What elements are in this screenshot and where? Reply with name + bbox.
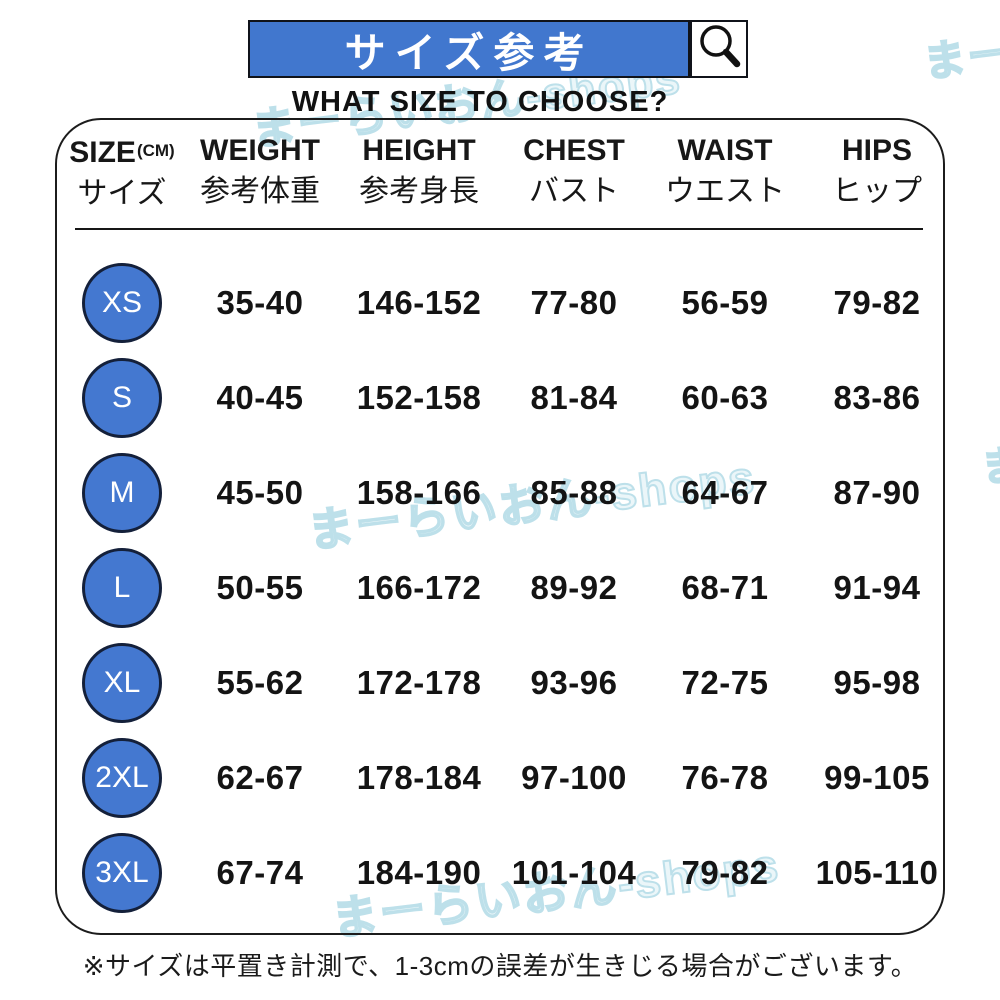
size-circle: S xyxy=(82,357,162,438)
column-header-chest: CHEST バスト xyxy=(505,134,643,212)
weight-value: 67-74 xyxy=(216,853,304,891)
size-label: M xyxy=(109,475,135,509)
hips-value: 79-82 xyxy=(833,283,921,321)
height-value: 172-178 xyxy=(356,663,482,701)
size-label: L xyxy=(113,570,131,604)
column-ja: 参考身長 xyxy=(359,175,479,208)
weight-value: 35-40 xyxy=(216,283,304,321)
size-label: S xyxy=(111,380,132,414)
hips-value: 105-110 xyxy=(815,853,939,891)
column-en: WEIGHT xyxy=(200,134,320,167)
waist-value: 79-82 xyxy=(681,853,769,891)
column-header-hips: HIPS ヒップ xyxy=(807,134,947,212)
waist-value: 60-63 xyxy=(681,378,769,416)
height-value: 158-166 xyxy=(356,473,482,511)
table-row-xl: XL 55-62 172-178 93-96 72-75 95-98 xyxy=(57,635,943,730)
size-badge: L xyxy=(57,547,187,628)
watermark: まーらいおん-shops xyxy=(978,398,1000,492)
table-header: SIZE(CM) サイズ WEIGHT 参考体重 HEIGHT 参考身長 CHE… xyxy=(57,120,943,212)
size-label: XS xyxy=(101,285,143,319)
size-badge: S xyxy=(57,357,187,438)
size-circle: 3XL xyxy=(82,832,162,913)
size-circle: L xyxy=(82,547,162,628)
table-row-s: S 40-45 152-158 81-84 60-63 83-86 xyxy=(57,350,943,445)
column-en: WAIST xyxy=(677,134,773,167)
chest-value: 93-96 xyxy=(530,663,618,701)
chest-value: 81-84 xyxy=(530,378,618,416)
watermark: まーらいおん-shops xyxy=(920,0,1000,87)
weight-value: 50-55 xyxy=(216,568,304,606)
chest-value: 89-92 xyxy=(530,568,618,606)
height-value: 166-172 xyxy=(356,568,482,606)
column-ja: ウエスト xyxy=(665,175,785,208)
chest-value: 85-88 xyxy=(530,473,618,511)
size-badge: 2XL xyxy=(57,737,187,818)
hips-value: 83-86 xyxy=(833,378,921,416)
waist-value: 72-75 xyxy=(681,663,769,701)
table-row-xs: XS 35-40 146-152 77-80 56-59 79-82 xyxy=(57,255,943,350)
table-row-m: M 45-50 158-166 85-88 64-67 87-90 xyxy=(57,445,943,540)
hips-value: 91-94 xyxy=(833,568,921,606)
waist-value: 76-78 xyxy=(681,758,769,796)
size-badge: XL xyxy=(57,642,187,723)
size-circle: M xyxy=(82,452,162,533)
size-circle: XS xyxy=(82,262,162,343)
height-value: 184-190 xyxy=(356,853,482,891)
column-header-waist: WAIST ウエスト xyxy=(643,134,807,212)
weight-value: 55-62 xyxy=(216,663,304,701)
weight-value: 62-67 xyxy=(216,758,304,796)
size-badge: 3XL xyxy=(57,832,187,913)
size-table: SIZE(CM) サイズ WEIGHT 参考体重 HEIGHT 参考身長 CHE… xyxy=(55,118,945,935)
subtitle: WHAT SIZE TO CHOOSE? xyxy=(291,86,669,118)
table-row-3xl: 3XL 67-74 184-190 101-104 79-82 105-110 xyxy=(57,825,943,920)
size-label: 3XL xyxy=(95,855,149,889)
hips-value: 99-105 xyxy=(824,758,930,796)
column-ja: 参考体重 xyxy=(200,175,320,208)
column-header-height: HEIGHT 参考身長 xyxy=(333,134,505,212)
magnifier-box xyxy=(690,20,748,78)
column-header-size: SIZE(CM) サイズ xyxy=(57,134,187,212)
column-ja: ヒップ xyxy=(832,175,922,208)
size-badge: M xyxy=(57,452,187,533)
weight-value: 45-50 xyxy=(216,473,304,511)
chest-value: 77-80 xyxy=(530,283,618,321)
height-value: 178-184 xyxy=(356,758,482,796)
column-en: HEIGHT xyxy=(362,134,476,167)
header-divider xyxy=(75,228,923,230)
size-circle: XL xyxy=(82,642,162,723)
size-badge: XS xyxy=(57,262,187,343)
column-unit: (CM) xyxy=(136,141,175,160)
height-value: 152-158 xyxy=(356,378,482,416)
size-label: XL xyxy=(103,665,141,699)
table-row-l: L 50-55 166-172 89-92 68-71 91-94 xyxy=(57,540,943,635)
table-body: XS 35-40 146-152 77-80 56-59 79-82 S 40-… xyxy=(57,255,943,920)
waist-value: 64-67 xyxy=(681,473,769,511)
hips-value: 87-90 xyxy=(833,473,921,511)
chest-value: 101-104 xyxy=(511,853,637,891)
column-en: CHEST xyxy=(523,134,625,167)
size-label: 2XL xyxy=(95,760,149,794)
page-title: サイズ参考 xyxy=(344,30,594,76)
hips-value: 95-98 xyxy=(833,663,921,701)
weight-value: 40-45 xyxy=(216,378,304,416)
column-ja: バスト xyxy=(529,175,619,208)
column-en: HIPS xyxy=(841,134,913,167)
measurement-note: ※サイズは平置き計測で、1-3cmの誤差が生きじる場合がございます。 xyxy=(82,951,918,981)
magnifier-icon xyxy=(692,20,746,79)
column-en: SIZE xyxy=(69,136,136,169)
waist-value: 68-71 xyxy=(681,568,769,606)
waist-value: 56-59 xyxy=(681,283,769,321)
table-row-2xl: 2XL 62-67 178-184 97-100 76-78 99-105 xyxy=(57,730,943,825)
column-header-weight: WEIGHT 参考体重 xyxy=(187,134,333,212)
chest-value: 97-100 xyxy=(521,758,627,796)
column-ja: サイズ xyxy=(77,177,167,210)
title-banner: サイズ参考 xyxy=(248,20,690,78)
height-value: 146-152 xyxy=(356,283,482,321)
size-circle: 2XL xyxy=(82,737,162,818)
